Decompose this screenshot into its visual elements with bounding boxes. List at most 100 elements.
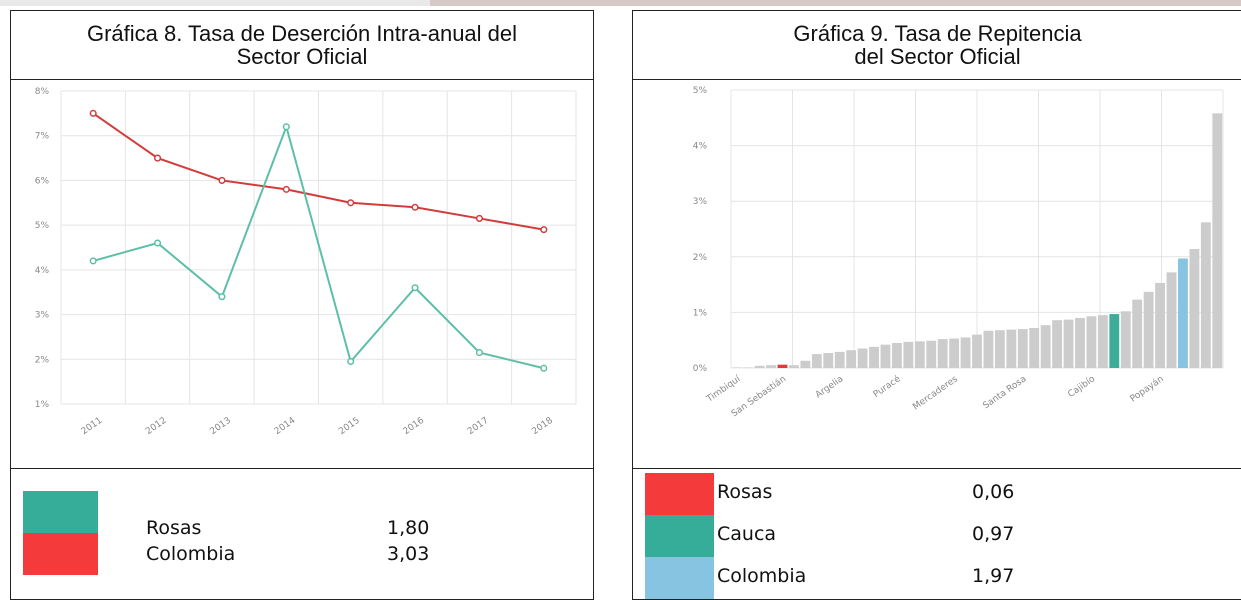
chart8-title-line1: Gráfica 8. Tasa de Deserción Intra-anual…: [11, 22, 593, 45]
x-tick-label: Puracé: [871, 373, 903, 400]
bar: [949, 339, 959, 368]
data-point: [541, 227, 547, 233]
column-gap: [594, 11, 633, 80]
data-point: [412, 285, 418, 291]
data-point: [477, 216, 483, 222]
y-tick-label: 2%: [35, 355, 50, 365]
x-tick-label: 2014: [273, 416, 298, 437]
y-tick-label: 4%: [35, 266, 50, 276]
bar: [1178, 258, 1188, 368]
bar: [915, 341, 925, 368]
legend-label-cauca: Cauca: [717, 523, 776, 545]
bar: [903, 342, 913, 368]
legend-label-rosas: Rosas: [146, 517, 201, 539]
legend-swatch-cauca: [645, 515, 714, 557]
legend-value-cauca: 0,97: [972, 523, 1014, 545]
bar: [1064, 320, 1074, 368]
bar: [766, 365, 776, 368]
bar: [755, 366, 765, 368]
column-gap: [594, 80, 633, 469]
bar: [1201, 222, 1211, 368]
data-point: [219, 178, 225, 184]
data-point: [412, 204, 418, 210]
legend-swatch-rosas: [23, 491, 98, 533]
x-tick-label: Mercaderes: [911, 374, 960, 412]
chart9-title-line2: del Sector Oficial: [633, 45, 1241, 68]
data-point: [284, 124, 290, 130]
legend-label-colombia: Colombia: [146, 543, 235, 565]
data-point: [219, 294, 225, 300]
data-point: [348, 359, 354, 365]
data-point: [348, 200, 354, 206]
y-tick-label: 5%: [693, 86, 708, 96]
bar: [743, 367, 753, 368]
x-tick-label: 2011: [80, 416, 104, 437]
bar: [984, 331, 994, 368]
bar: [846, 350, 856, 368]
legend-swatch-rosas: [645, 473, 714, 515]
legend-value-colombia: 3,03: [387, 543, 429, 565]
bar: [812, 354, 822, 368]
bar: [1212, 113, 1222, 368]
data-point: [90, 111, 96, 117]
x-tick-label: 2017: [466, 416, 490, 437]
data-point: [90, 258, 96, 264]
bar: [1121, 311, 1131, 368]
legend-value-rosas: 1,80: [387, 517, 429, 539]
x-tick-label: 2018: [530, 416, 555, 437]
bar: [1132, 300, 1142, 368]
legend-label-rosas: Rosas: [717, 481, 772, 503]
legend-value-colombia: 1,97: [972, 565, 1014, 587]
legend-swatch-colombia: [23, 533, 98, 575]
x-tick-label: 2015: [337, 416, 361, 437]
chart8-title-line2: Sector Oficial: [11, 45, 593, 68]
bar: [1052, 320, 1062, 368]
bar: [892, 343, 902, 368]
bar: [1006, 330, 1016, 368]
y-tick-label: 5%: [35, 221, 50, 231]
bar: [1098, 315, 1108, 368]
x-tick-label: Cajibío: [1066, 374, 1097, 400]
bar: [1075, 318, 1085, 368]
x-tick-label: Santa Rosa: [981, 374, 1028, 411]
bar: [800, 361, 810, 368]
x-tick-label: 2012: [144, 416, 168, 437]
bar: [1167, 272, 1177, 368]
bar: [938, 339, 948, 368]
bar: [869, 347, 879, 368]
bar: [732, 367, 742, 368]
bar: [1109, 314, 1119, 368]
data-point: [284, 187, 290, 193]
bar: [881, 345, 891, 368]
data-point: [155, 155, 161, 161]
chart9-legend: Rosas 0,06 Cauca 0,97 Colombia 1,97: [633, 469, 1241, 600]
data-point: [477, 350, 483, 356]
charts-table: Gráfica 8. Tasa de Deserción Intra-anual…: [10, 10, 1241, 600]
x-tick-label: Timbiquí: [704, 374, 743, 405]
bar: [835, 352, 845, 368]
legend-swatch-colombia: [645, 557, 714, 599]
y-tick-label: 1%: [693, 308, 708, 318]
legend-label-colombia: Colombia: [717, 565, 806, 587]
x-tick-label: 2013: [209, 416, 233, 437]
data-point: [155, 240, 161, 246]
bar: [789, 365, 799, 368]
y-tick-label: 2%: [693, 253, 708, 263]
y-tick-label: 8%: [35, 87, 50, 97]
bar: [823, 353, 833, 368]
y-tick-label: 7%: [35, 132, 50, 142]
bar: [961, 337, 971, 368]
bar: [1189, 249, 1199, 368]
x-tick-label: Argelia: [814, 374, 846, 400]
legend-value-rosas: 0,06: [972, 481, 1014, 503]
chart8-title: Gráfica 8. Tasa de Deserción Intra-anual…: [11, 11, 594, 80]
y-tick-label: 3%: [35, 311, 50, 321]
bar: [995, 330, 1005, 368]
bar: [972, 335, 982, 368]
bar: [778, 365, 788, 368]
bar: [1155, 283, 1165, 368]
